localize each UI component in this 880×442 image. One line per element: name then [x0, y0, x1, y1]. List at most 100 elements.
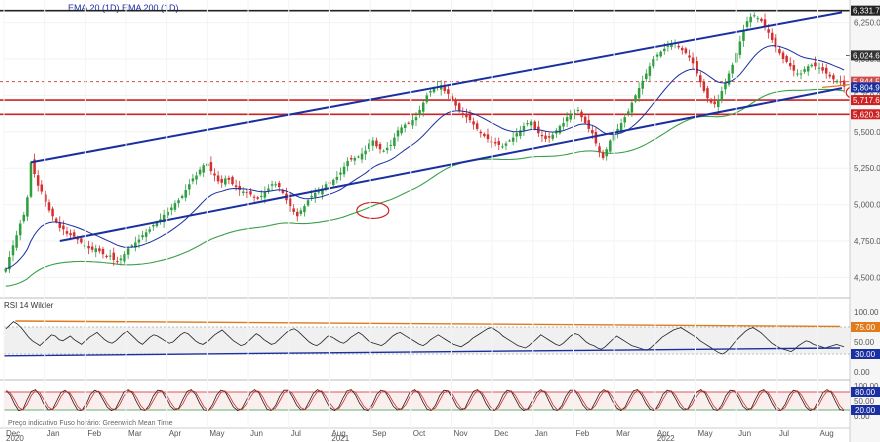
price-badge-label: 5,717.68	[853, 96, 880, 105]
candle-body	[569, 114, 572, 120]
price-tick-label: 5,000.00	[854, 201, 880, 210]
channel-upper-line	[30, 11, 843, 164]
candle-body	[752, 15, 756, 17]
candle-body	[785, 56, 788, 62]
rsi-resistance-line	[15, 320, 841, 328]
price-badge-label: 6,024.68	[853, 51, 880, 60]
stoch-tick-label: 100.00	[854, 382, 879, 391]
month-label: May	[209, 429, 224, 438]
candle-body	[832, 75, 835, 80]
candle-body	[745, 21, 749, 27]
ema200-line	[5, 88, 845, 287]
candle-body	[58, 222, 62, 228]
candle-body	[4, 268, 8, 272]
candle-body	[706, 88, 709, 99]
month-label: Jun	[250, 429, 263, 438]
candle-body	[15, 235, 18, 248]
candle-body	[227, 177, 231, 180]
candle-body	[18, 223, 22, 236]
candle-body	[213, 173, 216, 176]
candle-body	[580, 111, 583, 118]
candle-body	[184, 190, 187, 198]
month-label: Aug	[331, 429, 345, 438]
candle-body	[619, 123, 623, 131]
candle-body	[724, 82, 727, 90]
stoch-badge	[851, 387, 880, 397]
candle-body	[565, 117, 569, 122]
candle-body	[778, 49, 781, 54]
candle-body	[526, 123, 529, 125]
candle-body	[198, 169, 202, 175]
footer-text: Preço indicativo Fuso horário: Greenwich…	[8, 420, 173, 427]
month-label: Aug	[820, 429, 834, 438]
candle-body	[349, 158, 353, 160]
price-grid	[4, 22, 850, 278]
month-label: Jan	[47, 429, 60, 438]
candle-body	[65, 231, 69, 234]
candle-body	[450, 96, 454, 100]
candle-body	[166, 211, 169, 216]
candle-body	[234, 185, 238, 188]
candle-body	[378, 144, 382, 150]
candle-body	[313, 192, 317, 198]
price-badge-label: 5,620.34	[853, 110, 880, 119]
candle-body	[421, 102, 425, 112]
candle-body	[447, 89, 450, 94]
candle-body	[461, 113, 465, 115]
candle-body	[411, 120, 414, 126]
price-badge-label: 6,331.74	[853, 7, 880, 16]
candle-body	[576, 109, 580, 111]
candle-body	[511, 137, 515, 142]
candle-body	[504, 143, 508, 146]
candle-body	[22, 214, 26, 222]
year-label: 2020	[6, 434, 24, 442]
rsi-layer	[3, 320, 850, 357]
candle-body	[810, 64, 814, 67]
stoch-axis: 100.00 50.00 0.00 80.00 20.00	[851, 382, 880, 421]
candle-body	[299, 210, 303, 214]
rsi-tick-label: 0.00	[854, 368, 870, 377]
candle-body	[119, 258, 123, 261]
candle-body	[116, 261, 119, 263]
candle-body	[702, 81, 706, 92]
candle-body	[457, 103, 461, 112]
candle-body	[418, 109, 421, 115]
candles-layer	[4, 12, 846, 274]
rsi-axis: 100.00 50.00 0.00 75.00 30.00	[851, 308, 880, 377]
candle-body	[310, 195, 313, 198]
candle-body	[529, 121, 533, 126]
candle-body	[770, 32, 774, 41]
stoch-band	[4, 392, 850, 410]
candle-body	[645, 73, 648, 80]
candle-body	[94, 248, 98, 253]
candle-body	[36, 175, 40, 186]
candle-body	[216, 175, 220, 182]
candle-body	[69, 233, 72, 236]
candle-body	[756, 18, 760, 20]
candle-body	[202, 165, 205, 173]
candle-body	[407, 122, 411, 124]
candle-body	[112, 252, 116, 260]
candle-body	[781, 52, 785, 59]
month-label: Oct	[413, 429, 426, 438]
candle-body	[170, 207, 173, 211]
stoch-layer	[4, 389, 850, 412]
candle-body	[335, 176, 339, 180]
candle-body	[817, 67, 821, 69]
candle-body	[738, 41, 742, 55]
candle-body	[788, 63, 792, 67]
candle-body	[382, 150, 385, 152]
candle-body	[364, 150, 367, 155]
price-badge	[851, 50, 880, 61]
stoch-d-line	[5, 389, 845, 411]
candle-body	[238, 185, 241, 191]
candle-body	[814, 62, 817, 67]
candle-body	[767, 29, 770, 33]
candle-body	[375, 140, 378, 147]
candle-body	[749, 16, 752, 23]
candle-body	[472, 121, 475, 125]
candle-body	[720, 91, 724, 101]
candle-body	[393, 137, 396, 147]
candle-body	[256, 197, 259, 199]
